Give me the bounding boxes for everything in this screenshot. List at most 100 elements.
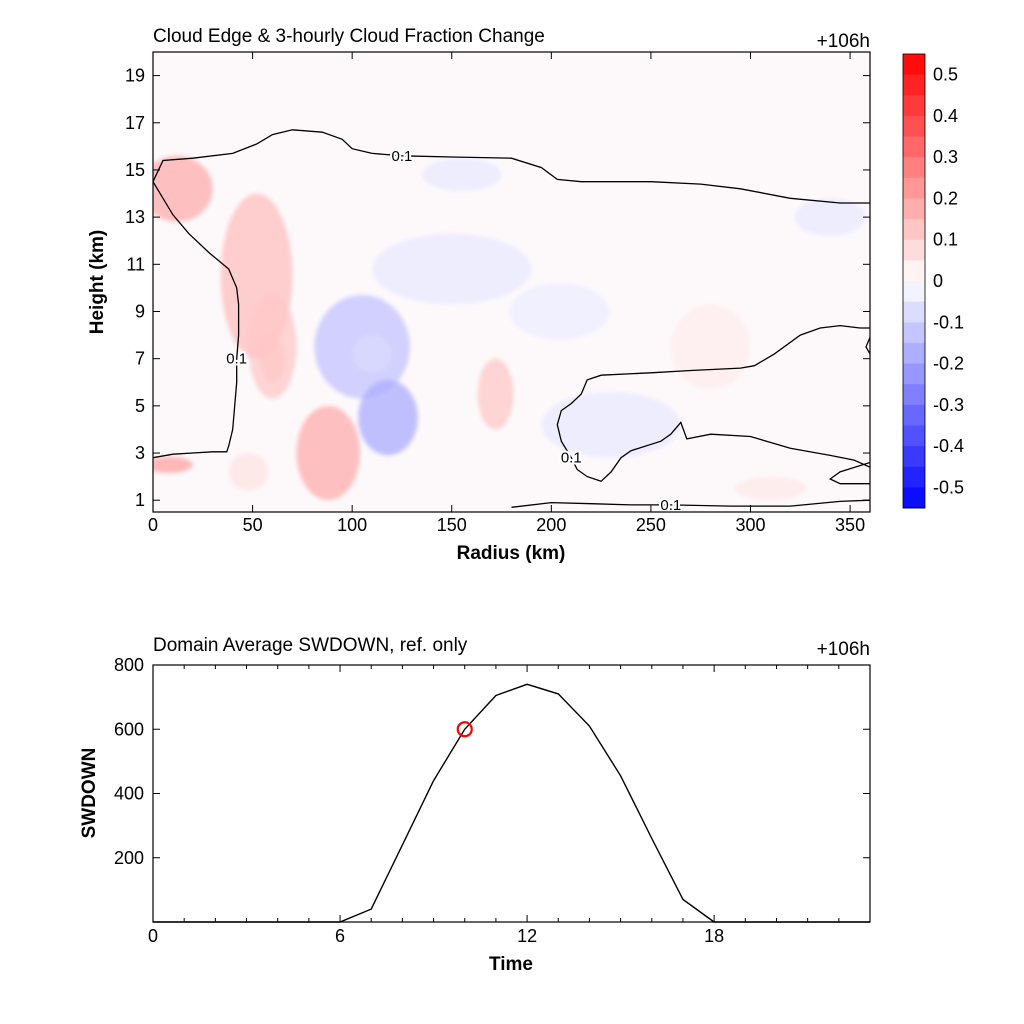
y-tick-label: 800 <box>114 655 144 675</box>
swdown-time-label: +106h <box>817 639 870 660</box>
anomaly-patch <box>153 456 193 474</box>
anomaly-patch <box>794 198 867 236</box>
contour-line <box>511 499 870 508</box>
y-tick-label: 1 <box>135 490 145 510</box>
x-tick-label: 6 <box>335 926 345 946</box>
cloud-edge-contours: 0.1 0.1 0.1 0.1 <box>153 129 870 514</box>
contour-label: 0.1 <box>392 148 413 165</box>
contour-line <box>865 337 870 355</box>
y-tick-label: 5 <box>135 396 145 416</box>
anomaly-patch <box>228 453 269 491</box>
swdown-title: Domain Average SWDOWN, ref. only <box>153 635 468 656</box>
colorbar-box <box>903 177 925 199</box>
colorbar-box <box>903 363 925 385</box>
colorbar-box <box>903 342 925 365</box>
y-tick-label: 7 <box>135 349 145 369</box>
cross-section-title: Cloud Edge & 3-hourly Cloud Fraction Cha… <box>153 26 545 47</box>
y-tick-label: 19 <box>125 66 145 86</box>
contour-line <box>153 181 240 459</box>
colorbar-label: -0.5 <box>933 477 964 497</box>
colorbar-label: 0.2 <box>933 188 958 208</box>
colorbar-box <box>903 74 925 96</box>
colorbar-label: -0.3 <box>933 395 964 415</box>
anomaly-patch <box>421 158 502 192</box>
anomaly-patch <box>509 283 610 340</box>
colorbar-label: 0.5 <box>933 65 958 85</box>
swdown-panel: Domain Average SWDOWN, ref. only +106h 0… <box>79 635 871 975</box>
colorbar-label: -0.1 <box>933 312 964 332</box>
anomaly-patch <box>260 335 285 383</box>
x-tick-label: 350 <box>835 515 865 535</box>
anomaly-patch <box>477 358 514 430</box>
y-tick-label: 400 <box>114 784 144 804</box>
cross-section-panel: Cloud Edge & 3-hourly Cloud Fraction Cha… <box>87 26 964 564</box>
colorbar-box <box>903 115 925 138</box>
colorbar-box <box>903 198 925 220</box>
colorbar-label: 0.3 <box>933 147 958 167</box>
x-tick-label: 250 <box>636 515 666 535</box>
y-tick-label: 3 <box>135 443 145 463</box>
swdown-x-axis-label: Time <box>489 954 533 975</box>
contour-label: 0.1 <box>660 497 681 514</box>
x-tick-label: 300 <box>735 515 765 535</box>
colorbar-box <box>903 466 925 488</box>
colorbar-box <box>903 260 925 282</box>
y-tick-label: 13 <box>125 207 145 227</box>
y-tick-label: 600 <box>114 719 144 739</box>
anomaly-patch <box>296 405 361 501</box>
y-tick-label: 200 <box>114 848 144 868</box>
colorbar-label: -0.4 <box>933 436 964 456</box>
y-tick-label: 11 <box>126 254 145 274</box>
colorbar-box <box>903 446 925 468</box>
colorbar-box <box>903 95 925 117</box>
cloud-fraction-change-field <box>153 155 867 501</box>
contour-line <box>153 129 870 204</box>
colorbar-label: 0.1 <box>933 230 958 250</box>
colorbar-box <box>903 219 925 241</box>
x-axis-label: Radius (km) <box>457 543 566 564</box>
x-tick-label: 150 <box>437 515 467 535</box>
contour-line <box>556 324 870 483</box>
swdown-plot-background <box>153 665 870 922</box>
colorbar-label: 0.4 <box>933 106 958 126</box>
colorbar-box <box>903 54 925 76</box>
colorbar-box <box>903 157 925 179</box>
anomaly-patch <box>358 379 418 456</box>
colorbar-box <box>903 487 925 509</box>
plot-frame <box>152 51 871 513</box>
x-tick-label: 18 <box>704 926 724 946</box>
anomaly-patch <box>541 391 681 458</box>
anomaly-patch <box>352 335 393 373</box>
x-tick-label: 12 <box>517 926 537 946</box>
anomaly-patch <box>670 304 751 390</box>
colorbar-box <box>903 281 925 303</box>
x-tick-label: 0 <box>148 515 158 535</box>
anomaly-patch <box>153 155 213 222</box>
colorbar-box <box>903 322 925 344</box>
x-tick-label: 50 <box>243 515 263 535</box>
colorbar-box <box>903 136 925 158</box>
x-tick-label: 200 <box>536 515 566 535</box>
cross-section-time-label: +106h <box>817 31 870 52</box>
anomaly-patch <box>372 233 532 305</box>
swdown-plot-frame <box>152 664 871 923</box>
x-tick-label: 0 <box>148 926 158 946</box>
current-time-marker <box>456 721 473 738</box>
colorbar-label: -0.2 <box>933 354 964 374</box>
swdown-y-axis-label: SWDOWN <box>79 748 100 839</box>
colorbar-box <box>903 239 925 261</box>
y-tick-label: 15 <box>125 160 145 180</box>
y-tick-label: 9 <box>135 301 145 321</box>
contour-line <box>828 461 870 485</box>
colorbar-box <box>903 404 925 426</box>
colorbar-box <box>903 301 925 323</box>
colorbar-box <box>903 425 925 447</box>
colorbar-frame <box>902 53 926 509</box>
x-tick-label: 100 <box>337 515 367 535</box>
y-tick-label: 17 <box>125 113 145 133</box>
colorbar-box <box>903 384 925 406</box>
contour-label: 0.1 <box>226 351 247 368</box>
y-axis-label: Height (km) <box>87 230 108 335</box>
